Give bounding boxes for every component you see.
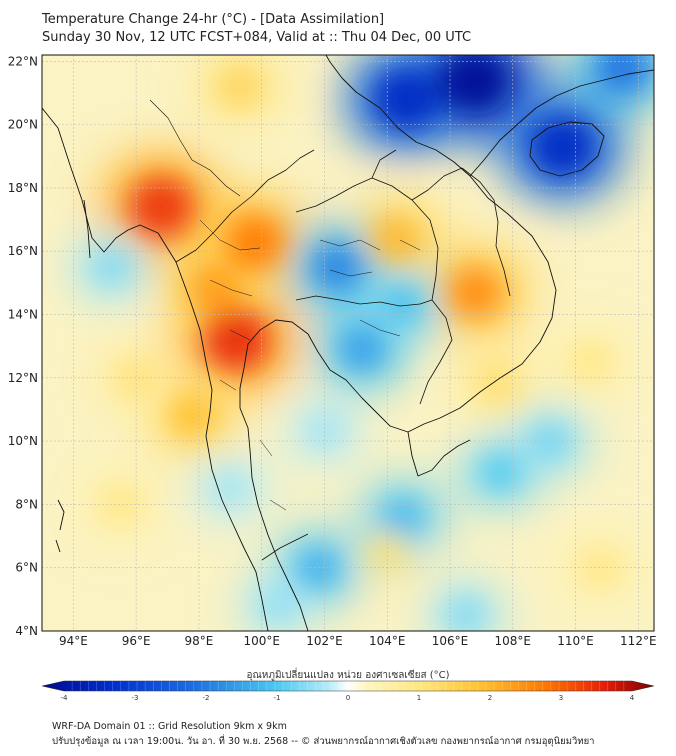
field-core [372, 68, 440, 131]
graticule [42, 55, 654, 631]
field-core [259, 590, 295, 622]
x-tick-label: 104°E [369, 634, 406, 648]
y-axis-ticks: 22°N 20°N 18°N 16°N 14°N 12°N 10°N 8°N 6°N 4°N [8, 54, 38, 638]
field-core [213, 473, 248, 504]
field-core [446, 265, 504, 319]
x-tick-label: 96°E [122, 634, 151, 648]
field-core [580, 549, 621, 586]
field-core [447, 598, 484, 631]
colorbar-label: อุณหภูมิเปลี่ยนแปลง หน่วย องศาเซลเซียส (… [246, 667, 449, 681]
x-tick-label: 106°E [432, 634, 469, 648]
field-core [437, 55, 513, 116]
field-core [480, 454, 521, 491]
field-core [167, 392, 218, 439]
colorbar-tick-label: -2 [203, 694, 210, 702]
coastline-hainan [529, 121, 605, 177]
border-province-lines [199, 219, 421, 511]
footer-credit: ปรับปรุงข้อมูล ณ เวลา 19:00น. วัน อา. ที… [52, 736, 595, 747]
x-tick-label: 94°E [59, 634, 88, 648]
colorbar-tick-label: -3 [132, 694, 139, 702]
field-core [381, 497, 425, 537]
coastline-west-peninsula [42, 107, 269, 631]
x-tick-label: 100°E [243, 634, 280, 648]
x-tick-label: 98°E [184, 634, 213, 648]
y-tick-label: 14°N [8, 308, 38, 322]
colorbar-tick-label: 1 [417, 694, 421, 702]
colorbar-tick-label: -1 [274, 694, 281, 702]
field-core [475, 364, 519, 404]
y-tick-label: 8°N [15, 497, 38, 511]
field-core [596, 55, 649, 92]
field-core [217, 66, 263, 108]
colorbar-tick-label: 4 [630, 694, 635, 702]
border-thailand-laos [295, 177, 439, 301]
colorbar-tick-label: 3 [559, 694, 563, 702]
border-laos-vietnam [371, 149, 511, 297]
map-subtitle: Sunday 30 Nov, 12 UTC FCST+084, Valid at… [42, 30, 472, 45]
y-tick-label: 20°N [8, 118, 38, 132]
map-frame [41, 54, 655, 632]
border-thailand-malaysia [261, 533, 309, 561]
footer-model-info: WRF-DA Domain 01 :: Grid Resolution 9km … [52, 721, 287, 732]
field-core [571, 343, 612, 380]
field-core [202, 308, 271, 372]
y-tick-label: 12°N [8, 371, 38, 385]
border-myanmar-thailand [175, 149, 315, 263]
colorbar-segments [71, 681, 625, 691]
x-tick-label: 112°E [620, 634, 657, 648]
y-tick-label: 16°N [8, 244, 38, 258]
field-core [187, 263, 242, 315]
y-tick-label: 10°N [8, 434, 38, 448]
temperature-field [70, 55, 654, 631]
x-tick-label: 108°E [495, 634, 532, 648]
y-tick-label: 6°N [15, 561, 38, 575]
field-core [339, 328, 386, 371]
colorbar-tick-label: -4 [61, 694, 69, 702]
field-core [371, 215, 423, 262]
field-core [529, 115, 597, 178]
colorbar [41, 680, 655, 692]
field-core [100, 486, 141, 523]
x-axis-ticks: 94°E 96°E 98°E 100°E 102°E 104°E 106°E 108°E 110… [59, 634, 657, 648]
border-myanmar-inner [149, 99, 241, 197]
field-core [115, 359, 157, 397]
field-core [92, 250, 130, 284]
coastlines-and-borders [42, 55, 654, 631]
coastline-mekong-delta [407, 431, 471, 477]
border-cambodia-vietnam [419, 299, 453, 405]
border-thailand-cambodia [295, 295, 433, 307]
coastline-andaman [55, 199, 91, 553]
y-tick-label: 22°N [8, 54, 38, 68]
y-tick-label: 18°N [8, 181, 38, 195]
field-core [128, 175, 195, 239]
colorbar-tick-label: 0 [346, 694, 350, 702]
coastline-gulf-of-tonkin [469, 69, 654, 177]
x-tick-label: 102°E [306, 634, 343, 648]
colorbar-tick-label: 2 [488, 694, 492, 702]
colorbar-ticks: -4 -3 -2 -1 0 1 2 3 4 [61, 694, 635, 702]
y-tick-label: 4°N [15, 624, 38, 638]
x-tick-label: 110°E [557, 634, 594, 648]
map-title: Temperature Change 24-hr (°C) - [Data As… [42, 12, 385, 27]
field-core [225, 214, 286, 270]
field-core [382, 286, 424, 324]
